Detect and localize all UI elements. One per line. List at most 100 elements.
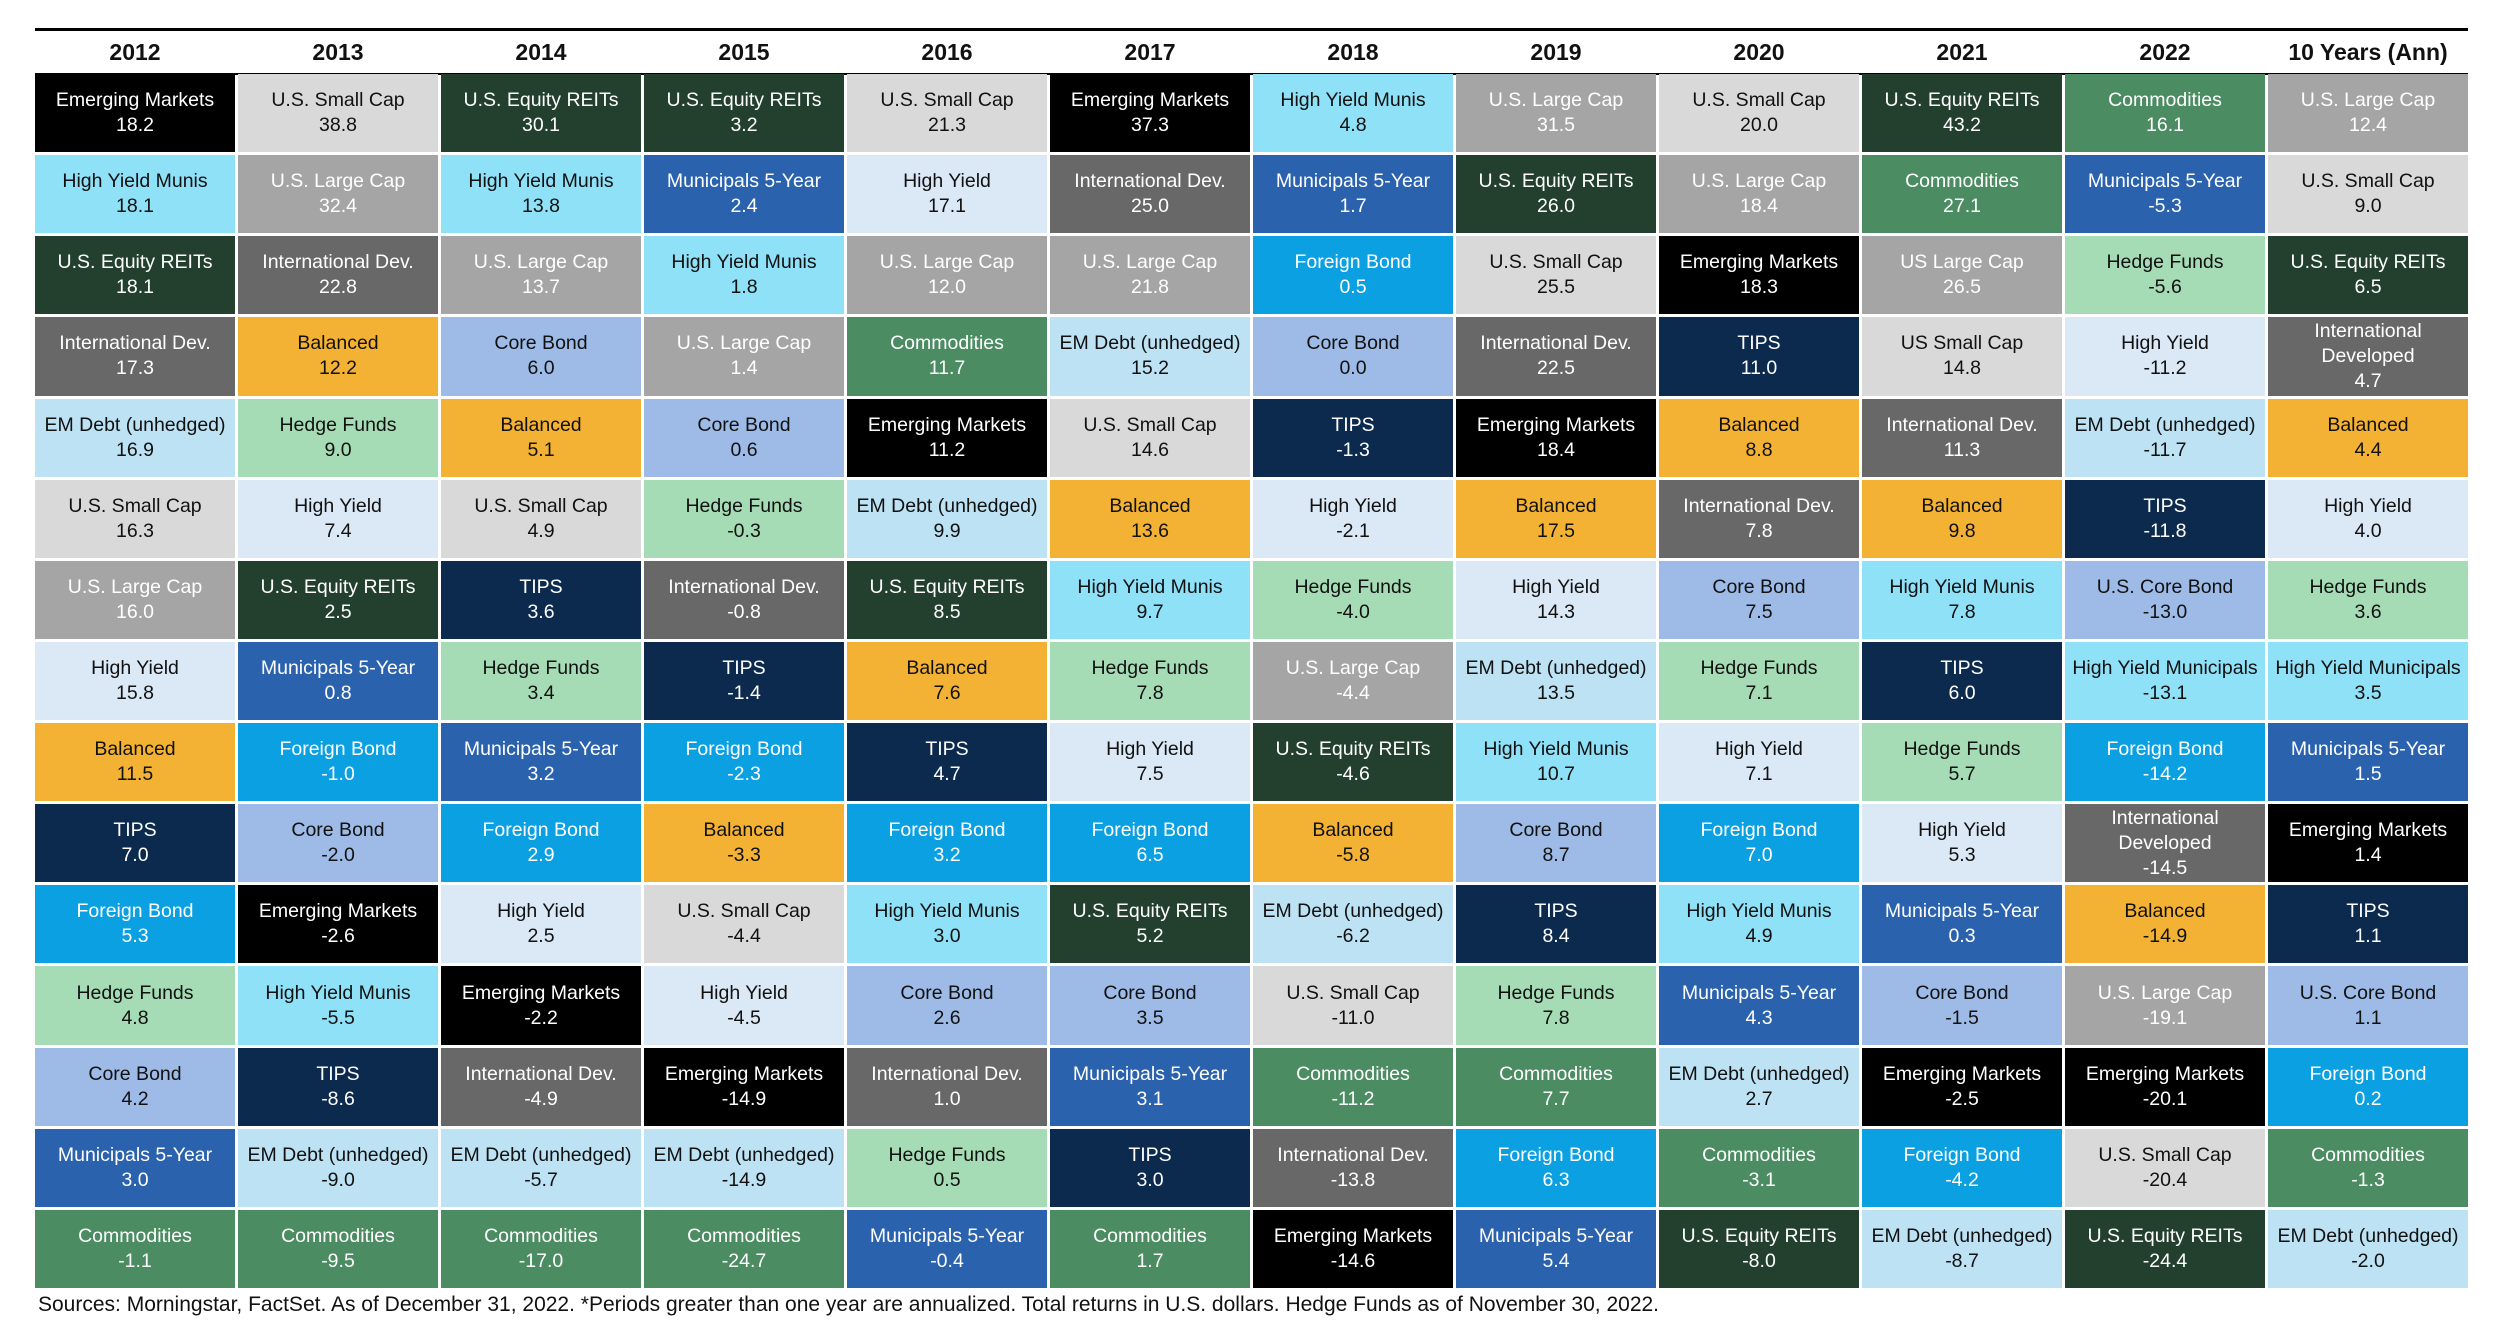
asset-label: Commodities	[1702, 1143, 1816, 1166]
asset-label: Commodities	[484, 1224, 598, 1247]
cell: U.S. Equity REITs 2.5	[238, 560, 438, 639]
cell: U.S. Large Cap 18.4	[1659, 155, 1859, 234]
return-value: 18.4	[1740, 195, 1778, 218]
asset-label: U.S. Equity REITs	[2290, 251, 2446, 274]
asset-label: International Dev.	[668, 575, 820, 598]
return-value: -9.0	[321, 1168, 355, 1191]
asset-label: TIPS	[1128, 1143, 1172, 1166]
return-value: -4.5	[727, 1006, 761, 1029]
cell: Foreign Bond 2.9	[441, 804, 641, 883]
cell: Emerging Markets 18.3	[1659, 236, 1859, 315]
asset-label: U.S. Large Cap	[473, 251, 609, 274]
asset-label: International Dev.	[1683, 494, 1835, 517]
asset-label: EM Debt (unhedged)	[2277, 1224, 2459, 1247]
cell: International Dev. -4.9	[441, 1047, 641, 1126]
cell: TIPS 1.1	[2268, 885, 2468, 964]
asset-label: U.S. Large Cap	[1082, 251, 1218, 274]
asset-label: U.S. Equity REITs	[1072, 900, 1228, 923]
cell: High Yield Munis 1.8	[644, 236, 844, 315]
return-value: -14.9	[2142, 925, 2188, 948]
cell: High Yield 5.3	[1862, 804, 2062, 883]
table-header: 2012 2013 2014 2015 2016 2017 2018 2019 2020 2021…	[35, 28, 2468, 75]
returns-table: Emerging Markets 18.2 High Yield Munis 18.1…	[35, 74, 2468, 1288]
return-value: 13.7	[522, 276, 560, 299]
asset-label: TIPS	[722, 656, 766, 679]
asset-label: Hedge Funds	[1497, 981, 1615, 1004]
return-value: 8.4	[1542, 925, 1570, 948]
asset-label: High Yield	[1715, 738, 1803, 761]
asset-label: EM Debt (unhedged)	[1059, 332, 1241, 355]
cell: U.S. Large Cap -19.1	[2065, 966, 2265, 1045]
cell: U.S. Small Cap -4.4	[644, 885, 844, 964]
asset-label: Emerging Markets	[1679, 251, 1839, 274]
return-value: 3.6	[527, 600, 555, 623]
asset-label: U.S. Core Bond	[2299, 981, 2437, 1004]
cell: Foreign Bond 5.3	[35, 885, 235, 964]
asset-label: U.S. Equity REITs	[666, 89, 822, 112]
cell: High Yield Munis 4.9	[1659, 885, 1859, 964]
return-value: 31.5	[1537, 114, 1575, 137]
return-value: 22.8	[319, 276, 357, 299]
cell: U.S. Large Cap 1.4	[644, 317, 844, 396]
return-value: 6.5	[2354, 276, 2382, 299]
return-value: -6.2	[1336, 925, 1370, 948]
return-value: -19.1	[2142, 1006, 2188, 1029]
cell: EM Debt (unhedged) 9.9	[847, 479, 1047, 558]
return-value: 16.9	[116, 438, 154, 461]
column-header: 2017	[1124, 38, 1176, 65]
cell: Core Bond 6.0	[441, 317, 641, 396]
return-value: 2.9	[527, 844, 555, 867]
cell: Emerging Markets 18.2	[35, 74, 235, 153]
cell: Foreign Bond 0.2	[2268, 1047, 2468, 1126]
asset-label: Emerging Markets	[258, 900, 418, 923]
cell: U.S. Equity REITs 30.1	[441, 74, 641, 153]
asset-label: U.S. Equity REITs	[1478, 170, 1634, 193]
return-value: 12.0	[928, 276, 966, 299]
cell: High Yield 7.5	[1050, 723, 1250, 802]
cell: Balanced 13.6	[1050, 479, 1250, 558]
asset-label: Balanced	[703, 819, 785, 842]
asset-label: International Dev.	[1074, 170, 1226, 193]
cell: U.S. Small Cap -20.4	[2065, 1128, 2265, 1207]
return-value: 20.0	[1740, 114, 1778, 137]
cell: International Dev. -13.8	[1253, 1128, 1453, 1207]
cell: U.S. Small Cap 20.0	[1659, 74, 1859, 153]
asset-label: High Yield	[294, 494, 382, 517]
asset-label: U.S. Equity REITs	[57, 251, 213, 274]
return-value: -1.3	[2351, 1168, 2385, 1191]
asset-label: High Yield	[1106, 738, 1194, 761]
return-value: 30.1	[522, 114, 560, 137]
asset-label: Hedge Funds	[2309, 575, 2427, 598]
asset-label: Balanced	[906, 656, 988, 679]
return-value: -2.0	[2351, 1249, 2385, 1272]
cell: EM Debt (unhedged) -14.9	[644, 1128, 844, 1207]
cell: Emerging Markets 37.3	[1050, 74, 1250, 153]
cell: Balanced 17.5	[1456, 479, 1656, 558]
return-value: -9.5	[321, 1249, 355, 1272]
return-value: 1.7	[1339, 195, 1367, 218]
asset-label: International Dev.	[59, 332, 211, 355]
column-header: 10 Years (Ann)	[2288, 38, 2448, 65]
return-value: -8.6	[321, 1087, 355, 1110]
asset-label: US Large Cap	[1900, 251, 2024, 274]
asset-label: Emerging Markets	[2085, 1062, 2245, 1085]
asset-label: U.S. Large Cap	[67, 575, 203, 598]
return-value: 5.1	[527, 438, 555, 461]
asset-label: Balanced	[2327, 413, 2409, 436]
return-value: -14.9	[721, 1087, 767, 1110]
return-value: -24.4	[2142, 1249, 2188, 1272]
asset-label: Hedge Funds	[1700, 656, 1818, 679]
return-value: 21.8	[1131, 276, 1169, 299]
cell: TIPS -8.6	[238, 1047, 438, 1126]
cell: Emerging Markets 11.2	[847, 398, 1047, 477]
return-value: 3.2	[933, 844, 961, 867]
asset-label: U.S. Small Cap	[1692, 89, 1826, 112]
return-value: 18.3	[1740, 276, 1778, 299]
column-header: 2020	[1733, 38, 1785, 65]
asset-label: EM Debt (unhedged)	[1262, 900, 1444, 923]
asset-label: High Yield	[1918, 819, 2006, 842]
return-value: -14.2	[2142, 763, 2188, 786]
return-value: 6.3	[1542, 1168, 1570, 1191]
return-value: -20.1	[2142, 1087, 2188, 1110]
cell: High Yield 14.3	[1456, 560, 1656, 639]
